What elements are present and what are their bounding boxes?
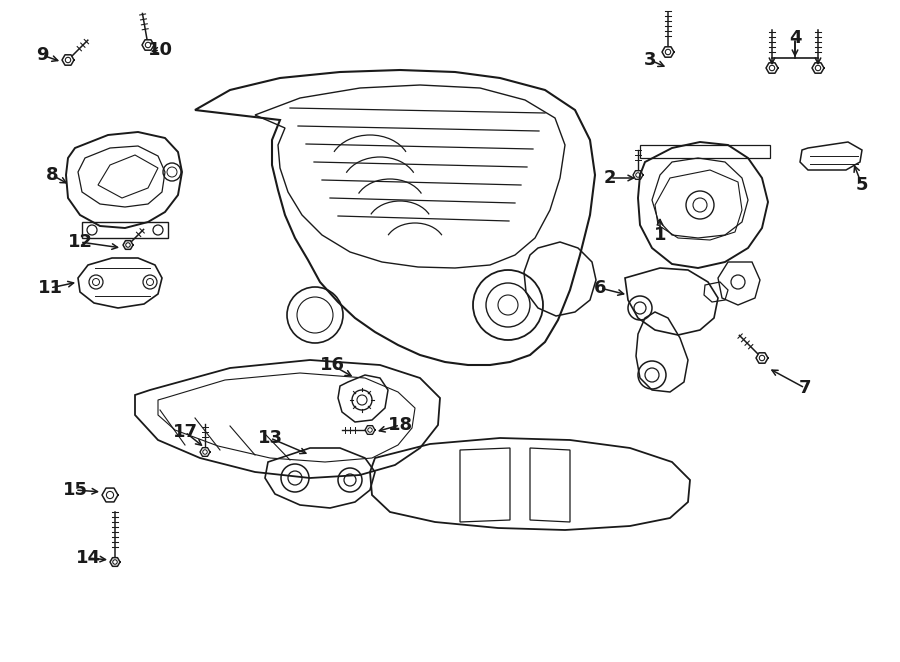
Text: 11: 11 <box>38 279 62 297</box>
Text: 18: 18 <box>387 416 412 434</box>
Text: 5: 5 <box>856 176 868 194</box>
Text: 17: 17 <box>173 423 197 441</box>
Text: 1: 1 <box>653 226 666 244</box>
Text: 12: 12 <box>68 233 93 251</box>
Text: 15: 15 <box>62 481 87 499</box>
Text: 14: 14 <box>76 549 101 567</box>
Text: 2: 2 <box>604 169 617 187</box>
Text: 7: 7 <box>799 379 811 397</box>
Text: 6: 6 <box>594 279 607 297</box>
Text: 10: 10 <box>148 41 173 59</box>
Text: 4: 4 <box>788 29 801 47</box>
Text: 16: 16 <box>320 356 345 374</box>
Text: 8: 8 <box>46 166 58 184</box>
Text: 3: 3 <box>644 51 656 69</box>
Text: 9: 9 <box>36 46 49 64</box>
Text: 13: 13 <box>257 429 283 447</box>
